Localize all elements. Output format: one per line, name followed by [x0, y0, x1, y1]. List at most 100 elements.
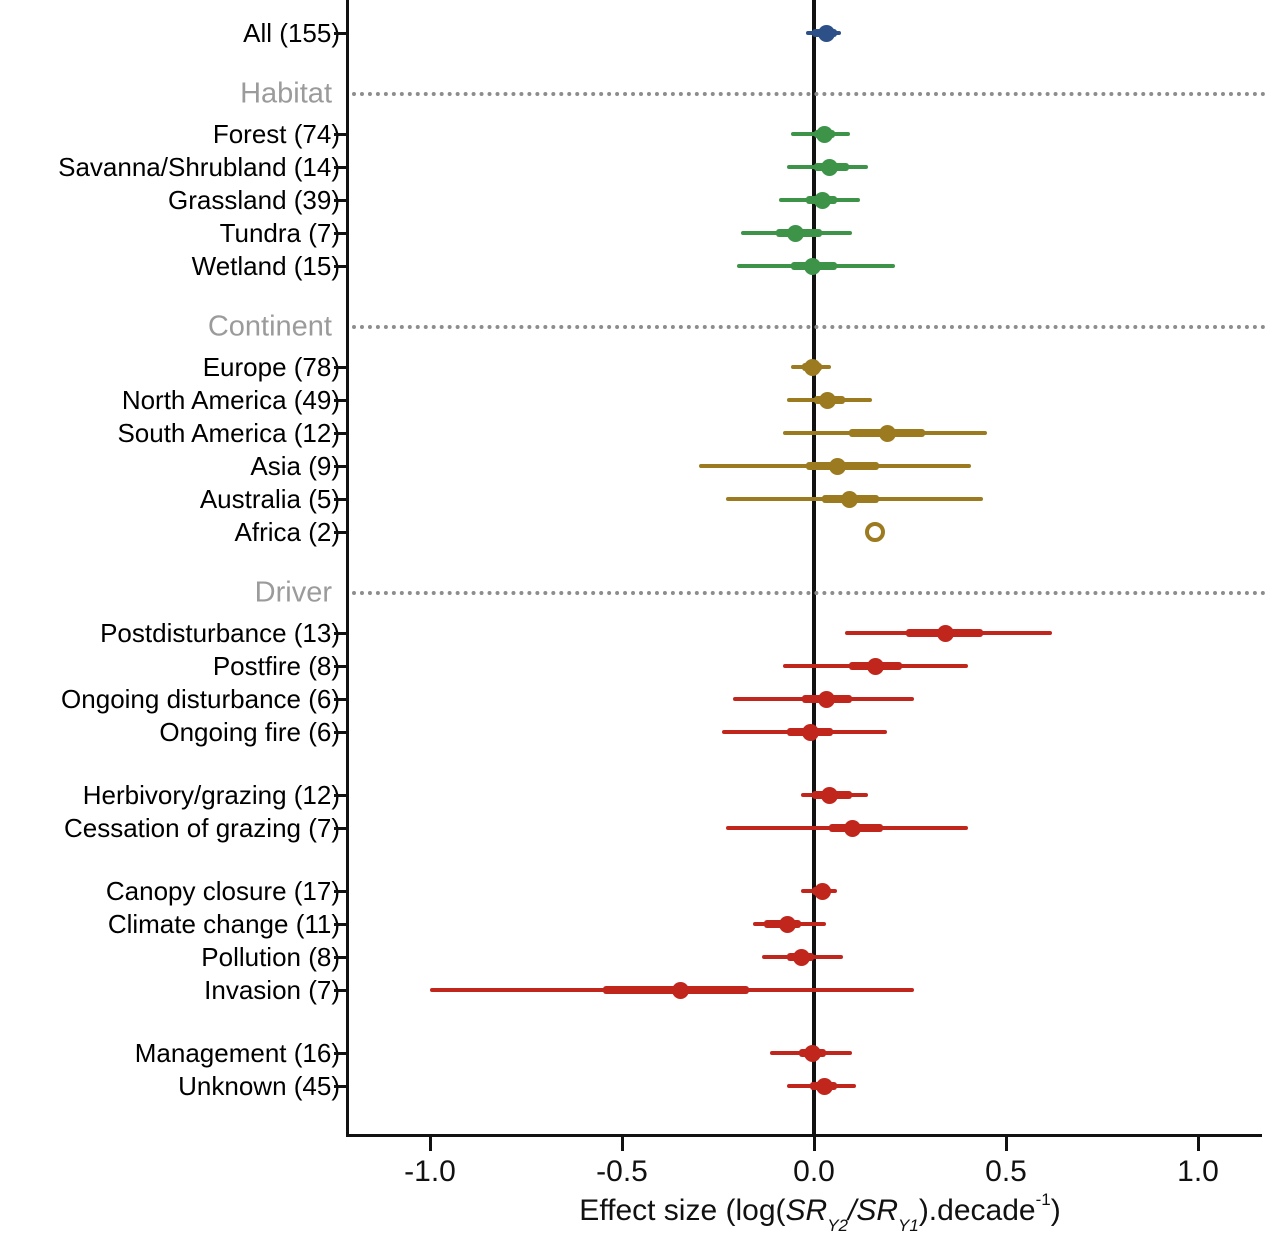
- row-label: Grassland (39): [168, 185, 340, 215]
- row-label: Invasion (7): [204, 975, 340, 1005]
- x-axis-title-segment: /: [847, 1194, 857, 1227]
- row-label: Tundra (7): [219, 218, 340, 248]
- y-axis-tick: [334, 399, 348, 402]
- row-label: North America (49): [121, 385, 340, 415]
- row-label: Postfire (8): [212, 651, 340, 681]
- y-axis-tick: [334, 923, 348, 926]
- y-axis-tick: [334, 827, 348, 830]
- x-axis-title-segment: Effect size (log(: [579, 1194, 786, 1227]
- row-label: Postdisturbance (13): [100, 618, 340, 648]
- point-estimate: [813, 883, 831, 900]
- y-axis-tick: [334, 498, 348, 501]
- y-axis-tick: [334, 199, 348, 202]
- row-label: Canopy closure (17): [105, 876, 340, 906]
- point-estimate: [792, 949, 810, 966]
- row-label: Pollution (8): [201, 942, 340, 972]
- x-axis-title-segment: ).decade: [918, 1194, 1036, 1227]
- point-estimate: [817, 25, 835, 42]
- y-axis-tick: [334, 989, 348, 992]
- point-estimate: [815, 1078, 833, 1095]
- x-axis-title-segment: Y2: [827, 1216, 848, 1235]
- x-axis-title-segment: SR: [785, 1194, 828, 1227]
- point-estimate: [821, 787, 839, 804]
- y-axis-tick: [334, 1052, 348, 1055]
- zero-reference-line: [812, 0, 816, 1135]
- x-axis-tick: [1197, 1137, 1200, 1151]
- section-divider-line: [352, 591, 1266, 595]
- y-axis-tick: [334, 432, 348, 435]
- y-axis-tick: [334, 731, 348, 734]
- row-label: Africa (2): [234, 517, 340, 547]
- row-label: Wetland (15): [191, 251, 340, 281]
- x-axis-title-segment: ): [1050, 1194, 1061, 1227]
- row-label: Forest (74): [212, 119, 340, 149]
- x-tick-label: 1.0: [1177, 1155, 1219, 1188]
- y-axis-tick: [334, 1085, 348, 1088]
- point-estimate: [813, 192, 831, 209]
- row-label: Cessation of grazing (7): [63, 813, 340, 843]
- x-axis-tick: [1005, 1137, 1008, 1151]
- y-axis-line: [346, 0, 349, 1135]
- point-estimate: [821, 159, 839, 176]
- y-axis-tick: [334, 890, 348, 893]
- point-estimate: [804, 359, 822, 376]
- row-label: Europe (78): [202, 352, 340, 382]
- y-axis-tick: [334, 632, 348, 635]
- row-label: Management (16): [134, 1038, 340, 1068]
- row-label: Climate change (11): [107, 909, 340, 939]
- section-divider-line: [352, 325, 1266, 329]
- point-estimate: [779, 916, 797, 933]
- point-estimate: [878, 425, 896, 442]
- x-tick-label: -1.0: [404, 1155, 456, 1188]
- row-label: South America (12): [117, 418, 340, 448]
- x-tick-label: -0.5: [596, 1155, 648, 1188]
- y-axis-tick: [334, 794, 348, 797]
- y-axis-tick: [334, 133, 348, 136]
- section-header-label: Continent: [207, 310, 332, 343]
- row-label: Savanna/Shrubland (14): [58, 152, 340, 182]
- row-label: Ongoing fire (6): [159, 717, 340, 747]
- y-axis-tick: [334, 956, 348, 959]
- y-axis-tick: [334, 166, 348, 169]
- point-estimate: [840, 491, 858, 508]
- section-divider-line: [352, 92, 1266, 96]
- y-axis-tick: [334, 698, 348, 701]
- point-estimate: [804, 258, 822, 275]
- x-axis-title-segment: -1: [1035, 1190, 1051, 1209]
- x-axis-title-segment: SR: [856, 1194, 899, 1227]
- row-label: Unknown (45): [178, 1071, 340, 1101]
- x-axis-title-segment: Y1: [898, 1216, 919, 1235]
- row-label: Australia (5): [199, 484, 340, 514]
- x-axis-tick: [813, 1137, 816, 1151]
- y-axis-tick: [334, 465, 348, 468]
- section-header-label: Driver: [254, 576, 332, 609]
- x-axis-title: Effect size (log(SRY2/SRY1).decade-1): [579, 1190, 1061, 1235]
- point-estimate: [786, 225, 804, 242]
- x-axis-tick: [429, 1137, 432, 1151]
- x-axis-line: [346, 1134, 1262, 1137]
- point-estimate-open-circle: [865, 522, 886, 542]
- y-axis-tick: [334, 265, 348, 268]
- point-estimate: [819, 392, 837, 409]
- point-estimate: [815, 126, 833, 143]
- x-axis-tick: [621, 1137, 624, 1151]
- y-axis-tick: [334, 531, 348, 534]
- row-label: All (155): [243, 18, 340, 48]
- point-estimate: [829, 458, 847, 475]
- point-estimate: [802, 724, 820, 741]
- row-label: Herbivory/grazing (12): [82, 780, 340, 810]
- y-axis-tick: [334, 665, 348, 668]
- y-axis-tick: [334, 232, 348, 235]
- y-axis-tick: [334, 32, 348, 35]
- point-estimate: [804, 1045, 822, 1062]
- section-header-label: Habitat: [240, 77, 332, 110]
- point-estimate: [867, 658, 885, 675]
- point-estimate: [844, 820, 862, 837]
- row-label: Ongoing disturbance (6): [61, 684, 340, 714]
- point-estimate: [817, 691, 835, 708]
- point-estimate: [671, 982, 689, 999]
- row-label: Asia (9): [250, 451, 340, 481]
- x-tick-label: 0.5: [985, 1155, 1027, 1188]
- y-axis-tick: [334, 366, 348, 369]
